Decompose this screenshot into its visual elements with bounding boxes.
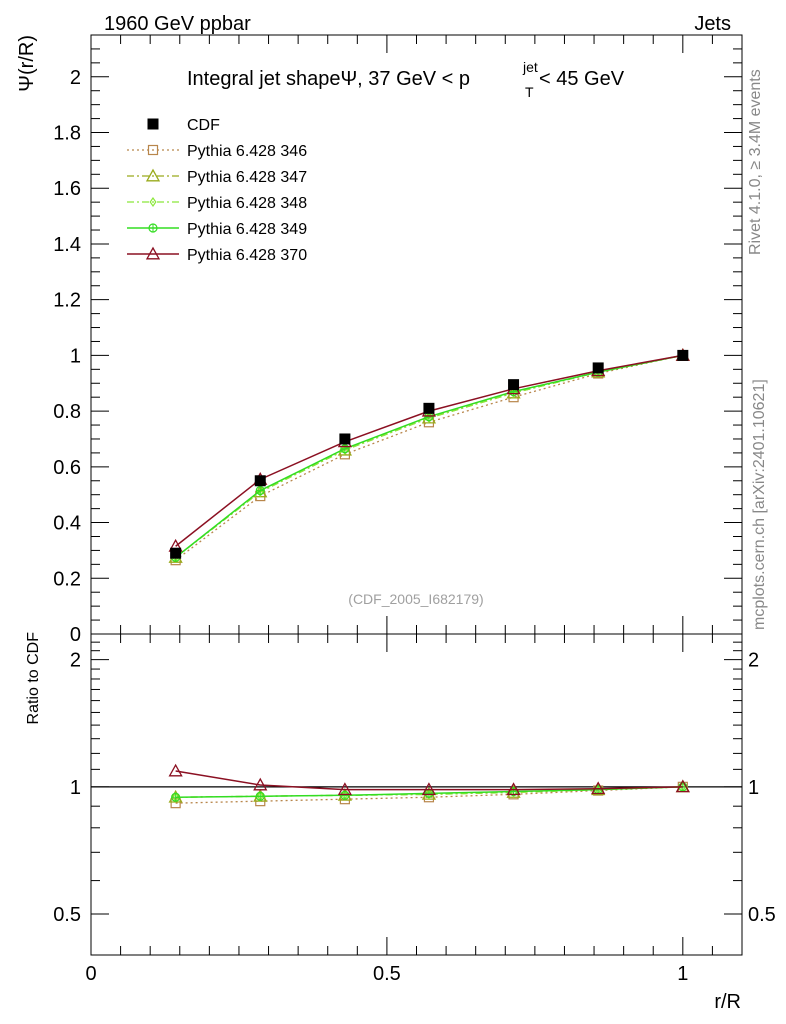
- main-y-axis-label: Ψ(r/R): [16, 35, 38, 92]
- main-data-point: [170, 547, 182, 559]
- ratio-series-line: [175, 770, 683, 791]
- legend-marker: [147, 118, 159, 130]
- main-series-line: [175, 354, 683, 558]
- legend-marker: [145, 246, 161, 260]
- rivet-label: Rivet 4.1.0, ≥ 3.4M events: [747, 69, 764, 255]
- ratio-plot-panel: 0.5 0.5 1 1 2 2 0 0.5 1: [53, 633, 776, 985]
- legend-label: Pythia 6.428 346: [187, 143, 307, 160]
- main-data-point: [254, 475, 266, 487]
- legend-marker: [145, 168, 161, 182]
- chart-title-sup: jet: [522, 59, 538, 75]
- ratio-series: [168, 763, 690, 796]
- ratio-data-point: [424, 788, 434, 798]
- main-y-tick-label: 0.2: [53, 568, 81, 590]
- ratio-y-tick-label-right: 1: [748, 777, 759, 799]
- chart-title-main: Integral jet shapeΨ, 37 GeV < p: [187, 68, 470, 90]
- main-series: [171, 350, 688, 562]
- main-series-line: [175, 354, 683, 558]
- chart-title-sub: T: [525, 84, 534, 100]
- main-y-tick-label: 1.8: [53, 123, 81, 145]
- chart-title: Integral jet shapeΨ, 37 GeV < p: [187, 68, 470, 90]
- main-series: [172, 350, 687, 563]
- main-data-point: [508, 379, 520, 391]
- chart-title-tail: < 45 GeV: [539, 68, 625, 90]
- x-tick-label: 0.5: [373, 963, 401, 985]
- ratio-data-point: [340, 790, 350, 800]
- main-series: [170, 349, 689, 559]
- main-y-tick-label: 2: [70, 67, 81, 89]
- main-y-tick-label: 1.6: [53, 178, 81, 200]
- legend-item: CDF: [147, 117, 220, 134]
- main-y-tick-label: 1.4: [53, 234, 81, 256]
- main-y-tick-label: 1.2: [53, 290, 81, 312]
- main-data-point: [339, 433, 351, 445]
- ratio-data-point: [591, 781, 606, 795]
- legend: CDF Pythia 6.428 346 Pythia 6.428 347 Pythi…: [127, 117, 307, 264]
- legend-item: Pythia 6.428 370: [127, 246, 307, 264]
- legend-marker: [147, 144, 159, 156]
- header-right-label: Jets: [694, 13, 731, 35]
- main-series: [170, 350, 688, 566]
- ratio-data-point: [337, 782, 352, 796]
- main-series-line: [175, 354, 683, 547]
- main-y-tick-label: 0.6: [53, 457, 81, 479]
- ratio-data-point: [506, 782, 521, 796]
- ratio-y-tick-label: 1: [70, 777, 81, 799]
- ratio-y-tick-label: 0.5: [53, 904, 81, 926]
- x-axis-label: r/R: [714, 991, 741, 1013]
- mcplots-label: mcplots.cern.ch [arXiv:2401.10621]: [751, 379, 768, 630]
- main-y-tick-label: 0.8: [53, 401, 81, 423]
- main-series-line: [175, 354, 683, 561]
- ratio-data-point: [421, 782, 437, 796]
- ratio-y-tick-label-right: 0.5: [748, 904, 776, 926]
- ratio-data-point: [255, 791, 265, 801]
- legend-label: Pythia 6.428 347: [187, 169, 307, 186]
- header-left-label: 1960 GeV ppbar: [104, 13, 251, 35]
- main-y-tick-label: 0.4: [53, 513, 81, 535]
- x-tick-label: 0: [85, 963, 96, 985]
- main-y-tick-label: 1: [70, 345, 81, 367]
- ratio-data-point: [171, 792, 181, 802]
- legend-label: CDF: [187, 117, 220, 134]
- main-data-point: [255, 485, 265, 496]
- main-series-line: [175, 354, 683, 558]
- legend-label: Pythia 6.428 348: [187, 195, 307, 212]
- legend-item: Pythia 6.428 347: [127, 168, 307, 186]
- legend-item: Pythia 6.428 348: [127, 195, 307, 212]
- main-series: [168, 348, 690, 563]
- main-y-tick-label: 0: [70, 624, 81, 646]
- legend-label: Pythia 6.428 349: [187, 221, 307, 238]
- ratio-data-point: [168, 763, 183, 777]
- legend-marker: [148, 223, 158, 233]
- ratio-y-axis-label: Ratio to CDF: [25, 632, 42, 725]
- main-series: [168, 348, 690, 552]
- x-tick-label: 1: [677, 963, 688, 985]
- main-data-point: [424, 412, 434, 422]
- analysis-watermark: (CDF_2005_I682179): [348, 591, 483, 607]
- legend-item: Pythia 6.428 349: [127, 221, 307, 238]
- ratio-data-point: [253, 777, 268, 791]
- main-plot-panel: 0 0.2 0.4 0.6 0.8 1 1.2 1.4 1.6 1.8 2: [53, 34, 743, 646]
- main-data-point: [423, 402, 435, 414]
- legend-marker: [149, 196, 157, 208]
- ratio-y-tick-label: 2: [70, 650, 81, 672]
- main-data-point: [592, 362, 604, 374]
- ratio-data-point: [675, 779, 690, 793]
- legend-item: Pythia 6.428 346: [127, 143, 307, 160]
- main-data-point: [677, 349, 689, 361]
- legend-label: Pythia 6.428 370: [187, 247, 307, 264]
- ratio-y-tick-label-right: 2: [748, 650, 759, 672]
